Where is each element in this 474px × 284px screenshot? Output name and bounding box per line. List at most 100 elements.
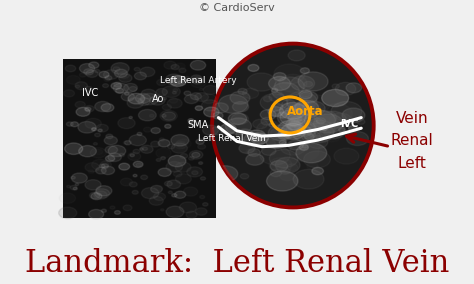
- Circle shape: [319, 146, 325, 151]
- Circle shape: [80, 64, 95, 73]
- Circle shape: [138, 98, 150, 105]
- Circle shape: [248, 130, 265, 141]
- Circle shape: [212, 112, 223, 119]
- Circle shape: [59, 207, 77, 219]
- Circle shape: [244, 133, 265, 147]
- Circle shape: [201, 177, 206, 180]
- Circle shape: [248, 149, 260, 156]
- Circle shape: [226, 118, 252, 135]
- Circle shape: [280, 143, 288, 148]
- Circle shape: [196, 139, 204, 144]
- Circle shape: [75, 85, 80, 88]
- Circle shape: [165, 74, 182, 85]
- Circle shape: [130, 154, 135, 157]
- Circle shape: [293, 115, 322, 133]
- Circle shape: [288, 50, 305, 61]
- Circle shape: [219, 95, 248, 113]
- Circle shape: [264, 96, 272, 102]
- Circle shape: [105, 76, 112, 80]
- Circle shape: [209, 179, 219, 186]
- Circle shape: [270, 160, 288, 172]
- Circle shape: [89, 210, 104, 219]
- Circle shape: [119, 153, 125, 157]
- Circle shape: [99, 71, 109, 78]
- Circle shape: [163, 112, 175, 120]
- Circle shape: [191, 75, 202, 82]
- Circle shape: [84, 69, 93, 75]
- Text: Ao: Ao: [152, 94, 164, 104]
- Circle shape: [184, 91, 191, 95]
- Circle shape: [101, 164, 109, 168]
- Circle shape: [273, 90, 282, 96]
- Circle shape: [119, 163, 130, 170]
- Circle shape: [110, 206, 115, 209]
- Circle shape: [313, 117, 338, 133]
- Circle shape: [285, 105, 310, 121]
- Circle shape: [270, 169, 282, 177]
- Text: Renal: Renal: [391, 133, 433, 149]
- Circle shape: [280, 139, 306, 155]
- Circle shape: [280, 109, 306, 126]
- Circle shape: [125, 141, 131, 145]
- Circle shape: [260, 94, 288, 111]
- Circle shape: [192, 171, 198, 175]
- Circle shape: [179, 68, 186, 73]
- Circle shape: [66, 122, 73, 126]
- Circle shape: [105, 146, 118, 154]
- Circle shape: [94, 149, 102, 154]
- Circle shape: [159, 138, 164, 141]
- Circle shape: [96, 124, 108, 132]
- Circle shape: [124, 83, 137, 92]
- Circle shape: [161, 156, 165, 160]
- Circle shape: [71, 176, 75, 179]
- Circle shape: [204, 107, 219, 117]
- Circle shape: [374, 72, 379, 76]
- Circle shape: [278, 120, 305, 137]
- Circle shape: [299, 91, 318, 103]
- Circle shape: [150, 95, 165, 105]
- Circle shape: [134, 67, 140, 71]
- Circle shape: [232, 102, 249, 112]
- Circle shape: [173, 89, 178, 92]
- Circle shape: [290, 142, 319, 161]
- Circle shape: [138, 109, 156, 121]
- Circle shape: [269, 76, 291, 90]
- Circle shape: [90, 148, 106, 158]
- Circle shape: [139, 148, 144, 150]
- Circle shape: [162, 86, 180, 97]
- Circle shape: [79, 145, 96, 157]
- Circle shape: [189, 156, 194, 160]
- Circle shape: [275, 105, 283, 110]
- Circle shape: [338, 128, 345, 132]
- Circle shape: [141, 187, 159, 199]
- Circle shape: [191, 78, 206, 87]
- Circle shape: [168, 191, 173, 194]
- Circle shape: [125, 92, 129, 95]
- Circle shape: [175, 174, 191, 184]
- Circle shape: [174, 63, 185, 70]
- Circle shape: [166, 162, 182, 172]
- Circle shape: [261, 139, 275, 148]
- Circle shape: [128, 93, 145, 104]
- Circle shape: [66, 76, 80, 84]
- Circle shape: [281, 124, 306, 139]
- Circle shape: [301, 68, 310, 74]
- Circle shape: [322, 89, 349, 106]
- Circle shape: [282, 100, 296, 109]
- Circle shape: [104, 78, 110, 82]
- Circle shape: [188, 119, 194, 122]
- Circle shape: [141, 175, 147, 179]
- Circle shape: [212, 166, 238, 182]
- Circle shape: [171, 64, 179, 70]
- Circle shape: [85, 180, 101, 190]
- Circle shape: [162, 97, 166, 100]
- Circle shape: [129, 116, 132, 118]
- Circle shape: [220, 124, 236, 134]
- Circle shape: [128, 152, 141, 160]
- Circle shape: [183, 187, 198, 196]
- Circle shape: [75, 183, 79, 185]
- Circle shape: [373, 132, 404, 152]
- Circle shape: [268, 107, 284, 117]
- Circle shape: [287, 121, 301, 130]
- Circle shape: [114, 82, 121, 87]
